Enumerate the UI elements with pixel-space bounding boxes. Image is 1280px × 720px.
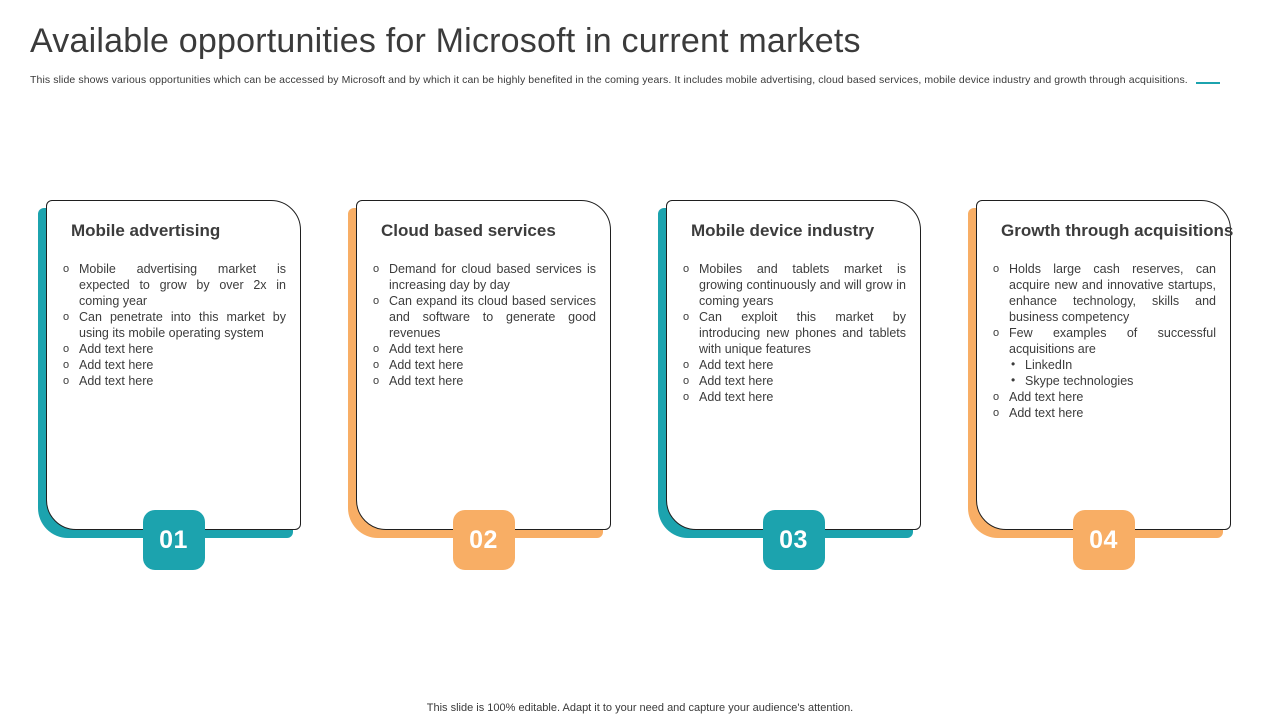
card-bullet-list: o Mobile advertising market is expected t… (63, 261, 288, 389)
bullet-text: Add text here (699, 390, 774, 404)
bullet-item: o Add text here (683, 389, 908, 405)
bullet-text: Add text here (79, 342, 154, 356)
bullet-text: Add text here (389, 374, 464, 388)
card-body: Cloud based services o Demand for cloud b… (356, 200, 611, 530)
card-bullet-list: o Mobiles and tablets market is growing c… (683, 261, 908, 405)
card-cloud-based-services: Cloud based services o Demand for cloud b… (348, 200, 611, 570)
bullet-marker: o (373, 375, 380, 387)
bullet-item: o Mobiles and tablets market is growing c… (683, 261, 908, 309)
bullet-text: Few examples of successful acquisitions … (1009, 326, 1216, 356)
card-number: 01 (159, 525, 188, 554)
bullet-text: Mobiles and tablets market is growing co… (699, 262, 906, 308)
bullet-marker: o (993, 327, 1000, 339)
card-number: 03 (779, 525, 808, 554)
subtitle-text: This slide shows various opportunities w… (30, 74, 1188, 86)
bullet-item: o Few examples of successful acquisitions… (993, 325, 1218, 357)
card-body: Mobile advertising o Mobile advertising m… (46, 200, 301, 530)
subtitle-rule (1195, 82, 1220, 84)
bullet-text: Mobile advertising market is expected to… (79, 262, 286, 308)
bullet-marker: o (993, 263, 1000, 275)
bullet-marker: o (63, 263, 70, 275)
bullet-item: o Mobile advertising market is expected t… (63, 261, 288, 309)
bullet-text: Holds large cash reserves, can acquire n… (1009, 262, 1216, 324)
bullet-marker: o (683, 375, 690, 387)
sub-bullet-text: LinkedIn (1025, 358, 1073, 372)
card-number: 02 (469, 525, 498, 554)
bullet-item: o Add text here (683, 373, 908, 389)
bullet-marker: o (373, 263, 380, 275)
card-mobile-device-industry: Mobile device industry o Mobiles and tabl… (658, 200, 921, 570)
bullet-text: Can expand its cloud based services and … (389, 294, 596, 340)
card-title: Mobile device industry (691, 221, 875, 240)
card-mobile-advertising: Mobile advertising o Mobile advertising m… (38, 200, 301, 570)
sub-bullet-marker: • (1011, 357, 1016, 371)
card-growth-through-acquisitions: Growth through acquisitions o Holds large… (968, 200, 1234, 570)
card-number-badge: 02 (452, 510, 515, 570)
bullet-text: Add text here (389, 358, 464, 372)
card-title: Growth through acquisitions (1001, 221, 1234, 240)
bullet-text: Can penetrate into this market by using … (79, 310, 286, 340)
bullet-item: o Holds large cash reserves, can acquire … (993, 261, 1218, 325)
card-bullet-list: o Holds large cash reserves, can acquire … (993, 261, 1218, 421)
page-title: Available opportunities for Microsoft in… (30, 22, 861, 60)
bullet-item: o Add text here (993, 405, 1218, 421)
card-body: Growth through acquisitions o Holds large… (976, 200, 1234, 530)
bullet-marker: o (373, 343, 380, 355)
bullet-item: o Add text here (63, 341, 288, 357)
bullet-marker: o (63, 359, 70, 371)
bullet-text: Add text here (1009, 390, 1084, 404)
card-body: Mobile device industry o Mobiles and tabl… (666, 200, 921, 530)
card-number: 04 (1089, 525, 1118, 554)
bullet-item: o Add text here (373, 341, 598, 357)
bullet-item: o Can expand its cloud based services and… (373, 293, 598, 341)
bullet-text: Demand for cloud based services is incre… (389, 262, 596, 292)
bullet-marker: o (63, 311, 70, 323)
bullet-text: Add text here (389, 342, 464, 356)
footer-note: This slide is 100% editable. Adapt it to… (426, 702, 854, 714)
sub-bullet-text: Skype technologies (1025, 374, 1134, 388)
card-title: Cloud based services (381, 221, 556, 240)
bullet-marker: o (993, 391, 1000, 403)
bullet-marker: o (373, 295, 380, 307)
bullet-text: Add text here (699, 374, 774, 388)
bullet-text: Add text here (79, 374, 154, 388)
bullet-text: Can exploit this market by introducing n… (699, 310, 906, 356)
card-bullet-list: o Demand for cloud based services is incr… (373, 261, 598, 389)
bullet-item: o Can exploit this market by introducing … (683, 309, 908, 357)
card-number-badge: 04 (1072, 510, 1135, 570)
card-number-badge: 03 (762, 510, 825, 570)
bullet-text: Add text here (699, 358, 774, 372)
bullet-item: o Add text here (683, 357, 908, 373)
card-title: Mobile advertising (71, 221, 221, 240)
bullet-text: Add text here (1009, 406, 1084, 420)
bullet-item: o Can penetrate into this market by using… (63, 309, 288, 341)
bullet-marker: o (63, 375, 70, 387)
sub-bullet-item: • Skype technologies (1011, 373, 1218, 389)
bullet-marker: o (683, 263, 690, 275)
bullet-marker: o (63, 343, 70, 355)
card-number-badge: 01 (142, 510, 205, 570)
bullet-marker: o (683, 359, 690, 371)
subtitle-row: This slide shows various opportunities w… (30, 74, 1220, 86)
bullet-item: o Add text here (373, 373, 598, 389)
bullet-item: o Add text here (63, 357, 288, 373)
bullet-marker: o (993, 407, 1000, 419)
bullet-marker: o (373, 359, 380, 371)
sub-bullet-item: • LinkedIn (1011, 357, 1218, 373)
bullet-item: o Demand for cloud based services is incr… (373, 261, 598, 293)
sub-bullet-marker: • (1011, 373, 1016, 387)
bullet-text: Add text here (79, 358, 154, 372)
bullet-item: o Add text here (63, 373, 288, 389)
bullet-item: o Add text here (993, 389, 1218, 405)
bullet-marker: o (683, 391, 690, 403)
cards-row: Mobile advertising o Mobile advertising m… (38, 200, 1234, 570)
bullet-marker: o (683, 311, 690, 323)
bullet-item: o Add text here (373, 357, 598, 373)
